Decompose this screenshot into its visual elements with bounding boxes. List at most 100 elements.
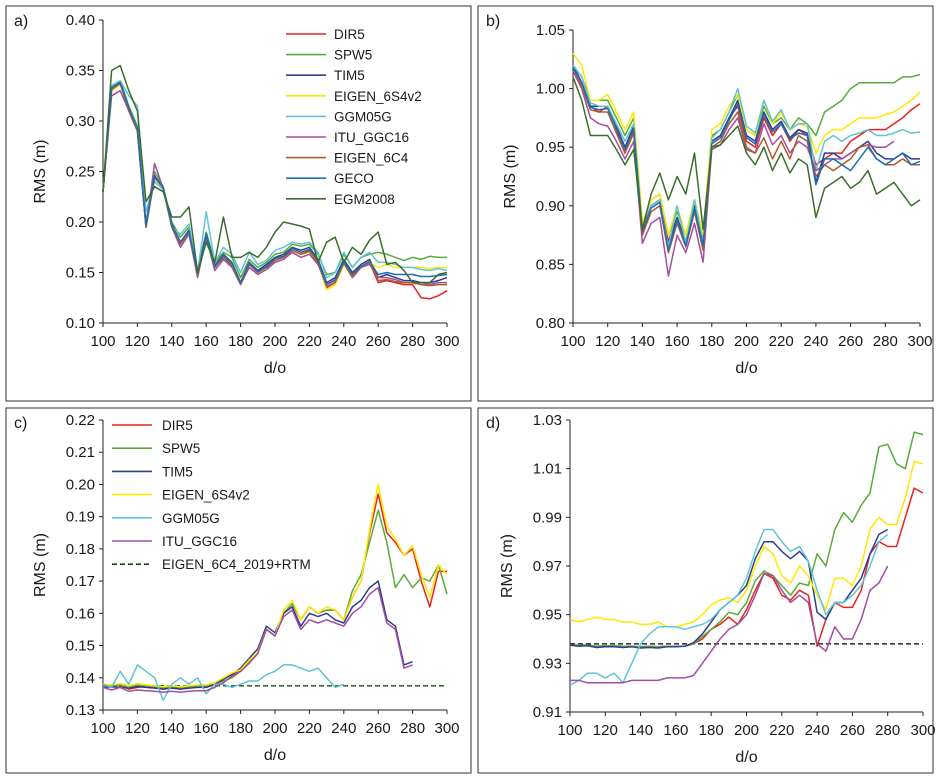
panel-border — [5, 5, 472, 402]
panel-border — [5, 407, 472, 774]
x-tick-label: 280 — [400, 333, 425, 350]
x-tick-label: 220 — [769, 333, 794, 350]
y-axis-title: RMS (m) — [32, 533, 49, 597]
y-tick-label: 1.05 — [536, 22, 565, 39]
x-tick-label: 200 — [262, 720, 287, 737]
legend-label: DIR5 — [162, 418, 193, 433]
y-tick-label: 0.97 — [533, 558, 562, 575]
y-tick-label: 1.01 — [533, 461, 562, 478]
x-tick-label: 240 — [805, 722, 830, 739]
x-tick-label: 140 — [159, 333, 184, 350]
legend-label: GGM05G — [334, 109, 392, 124]
y-tick-label: 0.40 — [66, 12, 95, 29]
chart-panel-3: 0.13 0.14 0.15 0.16 0.17 0.18 0.19 0.20 0.21 0.22… — [5, 407, 472, 774]
series-line-ggm05g — [572, 64, 921, 248]
x-tick-label: 300 — [907, 333, 932, 350]
y-tick-label: 0.95 — [536, 139, 565, 156]
series-line-spw5 — [103, 509, 448, 689]
x-tick-label: 180 — [228, 333, 253, 350]
x-tick-label: 100 — [90, 720, 115, 737]
y-tick-label: 0.80 — [536, 315, 565, 332]
y-tick-label: 0.17 — [66, 573, 95, 590]
x-tick-label: 280 — [875, 722, 900, 739]
legend-label: ITU_GGC16 — [162, 534, 237, 549]
legend-label: SPW5 — [334, 48, 372, 63]
y-tick-label: 0.15 — [66, 638, 95, 655]
x-tick-label: 280 — [400, 720, 425, 737]
legend-label: ITU_GGC16 — [334, 130, 409, 145]
y-tick-label: 0.13 — [66, 702, 95, 719]
x-tick-label: 260 — [366, 333, 391, 350]
series-line-geco — [572, 67, 921, 252]
x-tick-label: 100 — [560, 333, 585, 350]
x-tick-label: 140 — [630, 333, 655, 350]
y-tick-label: 0.16 — [66, 605, 95, 622]
y-tick-label: 0.15 — [66, 265, 95, 282]
series-line-eigen-6s4v2 — [569, 460, 924, 628]
y-tick-label: 0.85 — [536, 256, 565, 273]
series-line-egm2008 — [102, 64, 448, 284]
y-tick-label: 0.20 — [66, 214, 95, 231]
x-tick-label: 280 — [873, 333, 898, 350]
x-tick-label: 180 — [699, 333, 724, 350]
series-line-itu-ggc16 — [102, 586, 413, 694]
series-line-eigen-6c4 — [102, 82, 447, 288]
legend-label: DIR5 — [334, 27, 365, 42]
panel-label: a) — [14, 13, 28, 30]
legend-label: EGM2008 — [334, 192, 395, 207]
x-tick-label: 260 — [838, 333, 863, 350]
y-tick-label: 0.90 — [536, 198, 565, 215]
y-tick-label: 1.00 — [536, 81, 565, 98]
chart-panel-4: 0.91 0.93 0.95 0.97 0.99 1.01 1.03 100 120 140 160… — [477, 407, 936, 774]
x-axis-title: d/o — [735, 749, 757, 766]
y-tick-label: 0.93 — [533, 655, 562, 672]
legend-label: EIGEN_6C4_2019+RTM — [162, 557, 311, 572]
x-tick-label: 180 — [699, 722, 724, 739]
x-tick-label: 240 — [331, 333, 356, 350]
legend-label: EIGEN_6C4 — [334, 151, 409, 166]
series-line-eigen-6c4 — [572, 67, 920, 254]
x-tick-label: 180 — [228, 720, 253, 737]
x-tick-label: 220 — [769, 722, 794, 739]
series-line-dir5 — [102, 493, 447, 690]
panel-border — [477, 5, 934, 402]
y-axis-title: RMS (m) — [502, 145, 519, 209]
y-tick-label: 0.99 — [533, 509, 562, 526]
x-tick-label: 100 — [90, 333, 115, 350]
x-tick-label: 300 — [910, 722, 935, 739]
y-tick-label: 0.18 — [66, 541, 95, 558]
y-tick-label: 0.20 — [66, 476, 95, 493]
legend-label: EIGEN_6S4v2 — [334, 89, 422, 104]
x-tick-label: 120 — [125, 720, 150, 737]
panel-label: c) — [14, 415, 27, 432]
x-tick-label: 240 — [331, 720, 356, 737]
x-tick-label: 300 — [434, 333, 459, 350]
series-line-itu-ggc16 — [572, 70, 895, 277]
y-tick-label: 0.95 — [533, 607, 562, 624]
y-tick-label: 0.14 — [66, 670, 95, 687]
y-tick-label: 0.25 — [66, 164, 95, 181]
series-line-ggm05g — [102, 664, 345, 702]
legend-label: EIGEN_6S4v2 — [162, 488, 250, 503]
series-line-geco — [102, 81, 448, 286]
x-axis-title: d/o — [264, 360, 286, 377]
y-axis-title: RMS (m) — [32, 140, 49, 204]
x-tick-label: 260 — [840, 722, 865, 739]
x-tick-label: 120 — [125, 333, 150, 350]
legend: DIR5 SPW5 TIM5 EIGEN_6S4v2 GGM05G ITU_GGC16 EI… — [286, 27, 422, 207]
x-axis-title: d/o — [264, 747, 286, 764]
legend-label: SPW5 — [162, 441, 200, 456]
panel-label: d) — [486, 415, 500, 432]
legend: DIR5 SPW5 TIM5 EIGEN_6S4v2 GGM05G ITU_GGC16 EI… — [112, 418, 311, 572]
series-line-tim5 — [102, 580, 413, 690]
y-tick-label: 0.19 — [66, 509, 95, 526]
series-line-itu-ggc16 — [102, 89, 447, 286]
legend-label: GECO — [334, 171, 374, 186]
x-tick-label: 100 — [557, 722, 582, 739]
x-tick-label: 260 — [366, 720, 391, 737]
series-line-ggm05g — [569, 528, 889, 686]
x-tick-label: 220 — [297, 333, 322, 350]
series-line-tim5 — [572, 64, 920, 248]
x-tick-label: 220 — [297, 720, 322, 737]
